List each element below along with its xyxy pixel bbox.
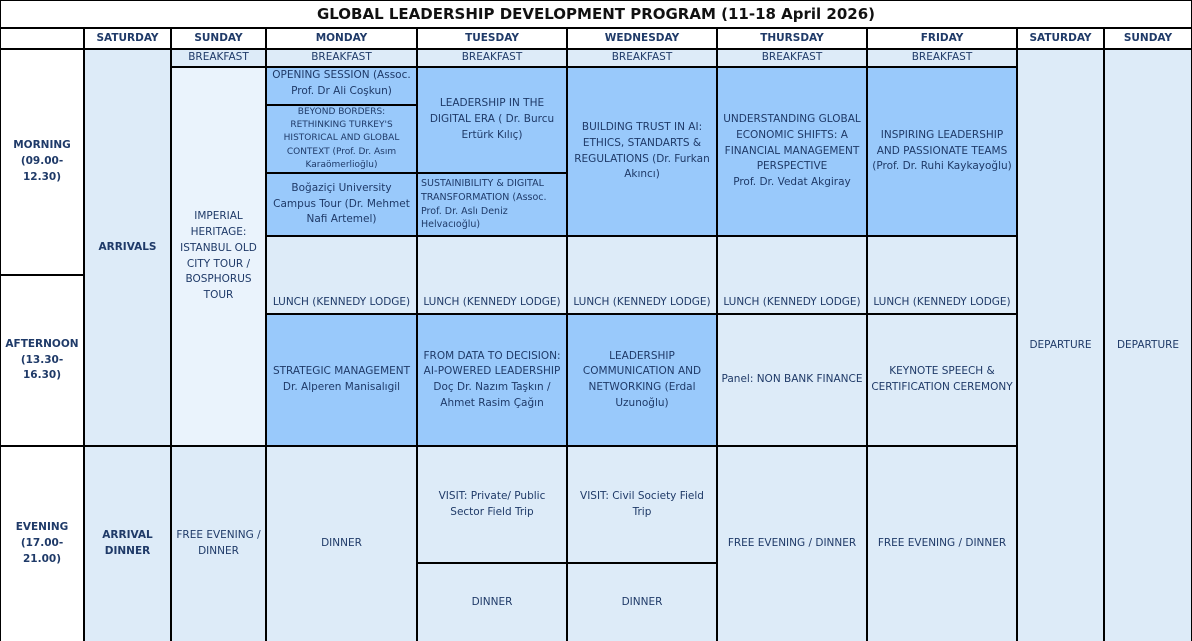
breakfast-cell: BREAKFAST bbox=[172, 50, 265, 66]
saturday-evening: ARRIVAL DINNER bbox=[85, 447, 170, 641]
sunday-tour: IMPERIAL HERITAGE: ISTANBUL OLD CITY TOU… bbox=[172, 68, 265, 445]
tuesday-afternoon-session: FROM DATA TO DECISION: AI-POWERED LEADER… bbox=[418, 315, 566, 445]
period-evening: EVENING (17.00-21.00) bbox=[1, 447, 83, 641]
tuesday-sustainability-session: SUSTAINIBILITY & DIGITAL TRANSFORMATION … bbox=[418, 174, 566, 235]
day-header: FRIDAY bbox=[868, 29, 1016, 48]
thursday-morning-session: UNDERSTANDING GLOBAL ECONOMIC SHIFTS: A … bbox=[718, 68, 866, 235]
monday-beyond-borders: BEYOND BORDERS: RETHINKING TURKEY'S HIST… bbox=[267, 106, 416, 172]
page-title: GLOBAL LEADERSHIP DEVELOPMENT PROGRAM (1… bbox=[1, 1, 1191, 27]
lunch-cell: LUNCH (KENNEDY LODGE) bbox=[868, 237, 1016, 313]
dinner-cell: DINNER bbox=[568, 564, 716, 641]
day-header: SUNDAY bbox=[1105, 29, 1191, 48]
monday-opening-session: OPENING SESSION (Assoc. Prof. Dr Ali Coş… bbox=[267, 68, 416, 104]
dinner-cell: DINNER bbox=[418, 564, 566, 641]
period-afternoon: AFTERNOON (13.30-16.30) bbox=[1, 276, 83, 445]
lunch-cell: LUNCH (KENNEDY LODGE) bbox=[267, 237, 416, 313]
wednesday-visit: VISIT: Civil Society Field Trip bbox=[568, 447, 716, 562]
day-header: THURSDAY bbox=[718, 29, 866, 48]
day-header: SATURDAY bbox=[1018, 29, 1103, 48]
breakfast-cell: BREAKFAST bbox=[418, 50, 566, 66]
day-header: TUESDAY bbox=[418, 29, 566, 48]
day-header: SUNDAY bbox=[172, 29, 265, 48]
friday-afternoon-session: KEYNOTE SPEECH & CERTIFICATION CEREMONY bbox=[868, 315, 1016, 445]
breakfast-cell: BREAKFAST bbox=[868, 50, 1016, 66]
session-title: UNDERSTANDING GLOBAL ECONOMIC SHIFTS: A … bbox=[723, 113, 861, 173]
day-header: WEDNESDAY bbox=[568, 29, 716, 48]
monday-campus-tour: Boğaziçi University Campus Tour (Dr. Meh… bbox=[267, 174, 416, 235]
thursday-afternoon-session: Panel: NON BANK FINANCE bbox=[718, 315, 866, 445]
lunch-cell: LUNCH (KENNEDY LODGE) bbox=[418, 237, 566, 313]
dinner-cell: DINNER bbox=[267, 447, 416, 641]
breakfast-cell: BREAKFAST bbox=[718, 50, 866, 66]
period-morning: MORNING (09.00-12.30) bbox=[1, 50, 83, 274]
lunch-cell: LUNCH (KENNEDY LODGE) bbox=[718, 237, 866, 313]
tuesday-leadership-session: LEADERSHIP IN THE DIGITAL ERA ( Dr. Burc… bbox=[418, 68, 566, 172]
lunch-cell: LUNCH (KENNEDY LODGE) bbox=[568, 237, 716, 313]
wednesday-morning-session: BUILDING TRUST IN AI: ETHICS, STANDARTS … bbox=[568, 68, 716, 235]
day-header: MONDAY bbox=[267, 29, 416, 48]
monday-afternoon-session: STRATEGIC MANAGEMENT Dr. Alperen Manisal… bbox=[267, 315, 416, 445]
friday-morning-session: INSPIRING LEADERSHIP AND PASSIONATE TEAM… bbox=[868, 68, 1016, 235]
corner-cell bbox=[1, 29, 83, 48]
free-evening-cell: FREE EVENING / DINNER bbox=[868, 447, 1016, 641]
wednesday-afternoon-session: LEADERSHIP COMMUNICATION AND NETWORKING … bbox=[568, 315, 716, 445]
day-header: SATURDAY bbox=[85, 29, 170, 48]
sunday-evening: FREE EVENING / DINNER bbox=[172, 447, 265, 641]
tuesday-visit: VISIT: Private/ Public Sector Field Trip bbox=[418, 447, 566, 562]
breakfast-cell: BREAKFAST bbox=[267, 50, 416, 66]
session-speaker: Prof. Dr. Vedat Akgiray bbox=[733, 176, 851, 189]
free-evening-cell: FREE EVENING / DINNER bbox=[718, 447, 866, 641]
saturday-departure: DEPARTURE bbox=[1018, 50, 1103, 641]
breakfast-cell: BREAKFAST bbox=[568, 50, 716, 66]
sunday-departure: DEPARTURE bbox=[1105, 50, 1191, 641]
saturday-arrivals: ARRIVALS bbox=[85, 50, 170, 445]
